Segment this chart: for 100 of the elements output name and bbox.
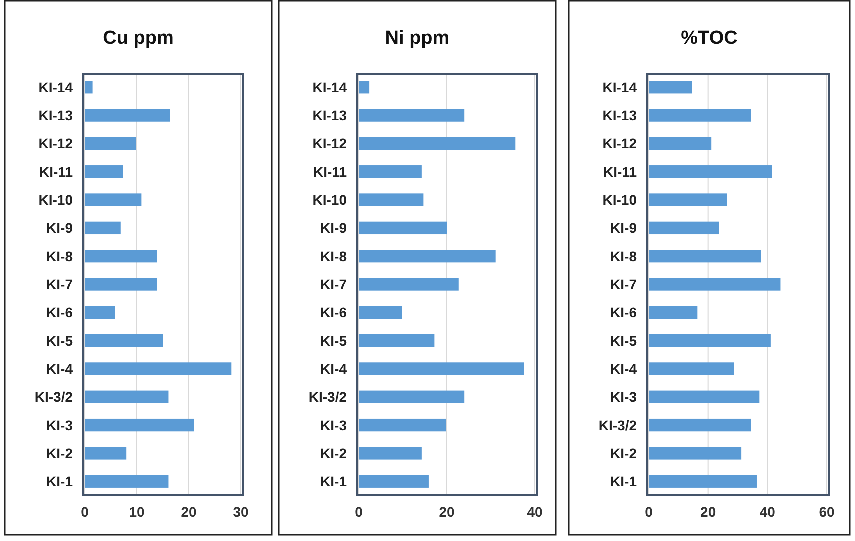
y-tick-label: KI-1 [320, 474, 348, 490]
y-tick-label: KI-5 [320, 332, 348, 349]
y-tick-label: KI-11 [604, 164, 638, 180]
y-tick-label: KI-3 [320, 417, 348, 434]
y-tick-label: KI-10 [38, 192, 74, 208]
bar [85, 306, 116, 319]
y-tick-label: KI-9 [320, 220, 348, 236]
bar [649, 390, 760, 404]
bar [85, 81, 93, 94]
bar [649, 194, 728, 206]
y-tick-label: KI-4 [320, 360, 348, 377]
y-tick-label: KI-11 [40, 164, 74, 180]
x-tick-label: 10 [129, 504, 145, 520]
y-tick-label: KI-8 [610, 248, 638, 264]
y-tick-label: KI-4 [46, 360, 74, 377]
bar [359, 306, 402, 319]
y-tick-label: KI-14 [38, 79, 74, 96]
y-tick-label: KI-2 [320, 445, 348, 462]
bar [649, 250, 762, 263]
y-tick-label: KI-3/2 [598, 417, 638, 434]
bar [649, 418, 752, 432]
bar [85, 137, 136, 150]
y-tick-label: KI-14 [602, 79, 638, 96]
bar [649, 137, 712, 150]
bar [359, 194, 424, 206]
bar [649, 334, 771, 348]
y-tick-label: KI-7 [46, 276, 74, 292]
y-tick-label: KI-1 [46, 474, 74, 490]
bar [649, 81, 692, 94]
y-tick-label: KI-13 [312, 108, 348, 124]
y-tick-label: KI-2 [610, 445, 638, 462]
bar [649, 362, 734, 376]
bar [85, 250, 158, 263]
y-tick-label: KI-3 [610, 389, 638, 406]
bar [85, 222, 121, 235]
x-tick-label: 40 [527, 504, 543, 520]
y-tick-label: KI-7 [320, 276, 348, 292]
y-tick-label: KI-14 [312, 79, 348, 96]
bar [359, 166, 422, 178]
y-tick-label: KI-5 [46, 332, 74, 349]
bar [359, 250, 496, 263]
y-tick-label: KI-10 [312, 192, 348, 208]
y-tick-label: KI-6 [610, 304, 638, 321]
y-tick-label: KI-1 [610, 474, 638, 490]
y-tick-label: KI-10 [602, 192, 638, 208]
x-tick-label: 0 [81, 504, 90, 520]
bar [359, 137, 516, 150]
bar [359, 109, 465, 122]
x-tick-label: 20 [439, 504, 455, 520]
y-tick-label: KI-8 [46, 248, 74, 264]
y-tick-label: KI-11 [314, 164, 348, 180]
y-tick-label: KI-13 [38, 108, 74, 124]
x-tick-label: 0 [645, 504, 654, 520]
bar [359, 81, 370, 94]
bar [649, 278, 781, 291]
y-tick-label: KI-7 [610, 276, 638, 292]
bar [649, 166, 772, 178]
bar [85, 418, 194, 432]
bar [649, 109, 752, 122]
x-tick-label: 30 [233, 504, 249, 520]
y-tick-label: KI-8 [320, 248, 348, 264]
bar [359, 447, 422, 460]
y-tick-label: KI-3 [46, 417, 74, 434]
bar [359, 362, 524, 376]
y-tick-label: KI-6 [320, 304, 348, 321]
bar [359, 418, 446, 432]
bar [85, 362, 232, 376]
y-tick-label: KI-12 [38, 136, 74, 152]
y-tick-label: KI-2 [46, 445, 74, 462]
chart-title: %TOC [681, 28, 738, 49]
bar [85, 475, 169, 488]
x-tick-label: 20 [181, 504, 197, 520]
bar [85, 278, 158, 291]
chart-title: Ni ppm [385, 28, 450, 49]
y-tick-label: KI-9 [46, 220, 74, 236]
y-tick-label: KI-9 [610, 220, 638, 236]
bar [359, 334, 435, 348]
y-tick-label: KI-3/2 [34, 389, 74, 406]
bar [649, 475, 757, 488]
x-tick-label: 60 [819, 504, 835, 520]
y-tick-label: KI-12 [602, 136, 638, 152]
bar [359, 475, 429, 488]
bar [85, 166, 124, 178]
bar [359, 278, 459, 291]
y-tick-label: KI-12 [312, 136, 348, 152]
bar [359, 222, 448, 235]
bar [649, 222, 720, 235]
y-tick-label: KI-3/2 [308, 389, 348, 406]
y-tick-label: KI-4 [610, 360, 638, 377]
chart-title: Cu ppm [103, 28, 174, 49]
bar [85, 109, 170, 122]
bar [85, 334, 163, 348]
y-tick-label: KI-6 [46, 304, 74, 321]
bar [85, 390, 169, 404]
bar [359, 390, 465, 404]
y-tick-label: KI-5 [610, 332, 638, 349]
y-tick-label: KI-13 [602, 108, 638, 124]
x-tick-label: 0 [355, 504, 364, 520]
bar [649, 447, 742, 460]
bar [85, 194, 142, 206]
